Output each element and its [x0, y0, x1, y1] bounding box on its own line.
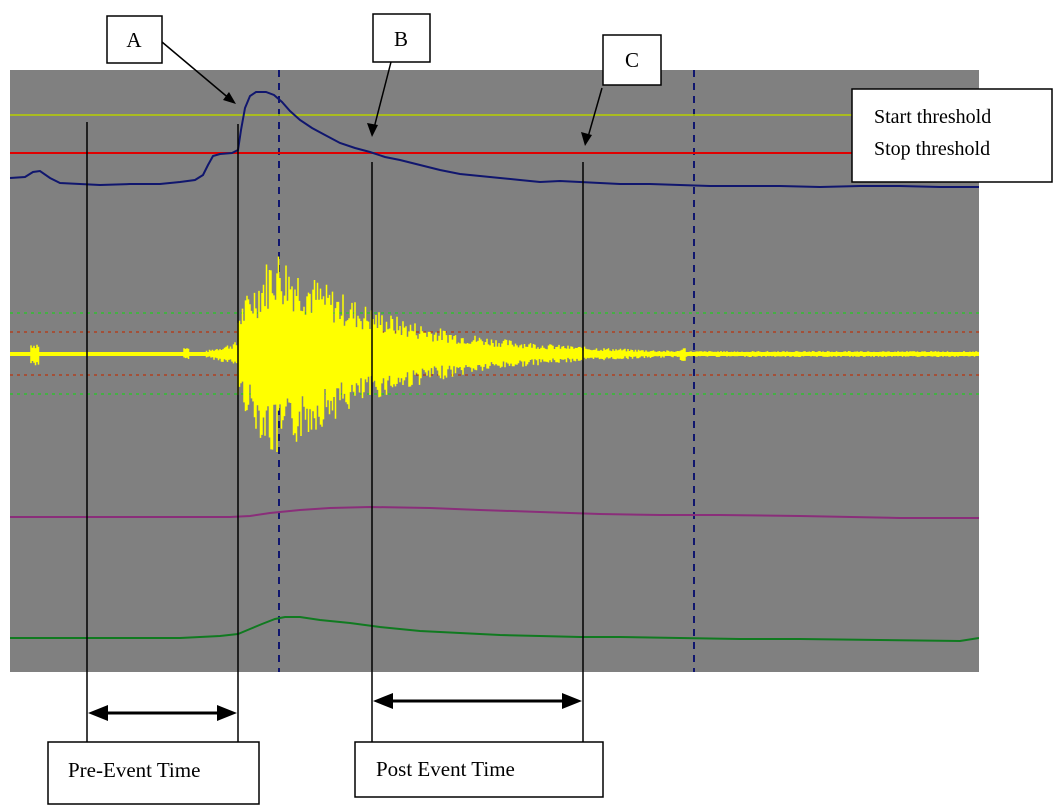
marker-c-arrowhead: [581, 132, 592, 146]
start-threshold-label: Start threshold: [874, 106, 991, 128]
post-event-arrow-right: [562, 693, 582, 709]
post-event-label: Post Event Time: [376, 757, 515, 781]
marker-a-label: A: [126, 28, 142, 52]
marker-b-label: B: [394, 27, 408, 51]
envelope-trace: [10, 91, 979, 189]
marker-b-arrowhead: [367, 123, 378, 137]
green-trace: [10, 616, 979, 643]
purple-trace: [10, 505, 979, 519]
marker-a-box: [106, 15, 163, 64]
marker-c-box: [602, 34, 662, 86]
pre-event-arrow-left: [88, 705, 108, 721]
marker-b-box: [372, 13, 431, 63]
stop-threshold-label: Stop threshold: [874, 138, 990, 160]
pre-event-arrow-right: [217, 705, 237, 721]
post-event-box: [354, 741, 604, 798]
pre-event-label: Pre-Event Time: [68, 758, 200, 782]
marker-a-pointer: [161, 41, 232, 101]
pre-event-box: [47, 741, 260, 805]
marker-a-arrowhead: [223, 92, 236, 104]
marker-c-label: C: [625, 48, 639, 72]
marker-c-pointer: [587, 87, 603, 138]
marker-b-pointer: [373, 61, 392, 129]
plot-background: [10, 70, 979, 672]
threshold-legend-box: [851, 88, 1053, 183]
post-event-arrow-left: [373, 693, 393, 709]
